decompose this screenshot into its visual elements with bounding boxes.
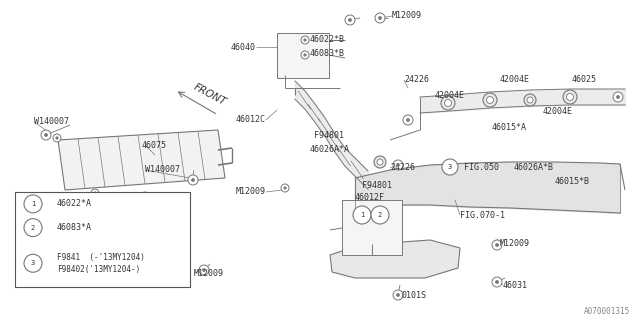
Text: 0101S: 0101S <box>402 292 427 300</box>
Text: 24226: 24226 <box>390 164 415 172</box>
Polygon shape <box>330 240 460 278</box>
Circle shape <box>397 293 399 297</box>
Text: 1: 1 <box>31 201 35 207</box>
Circle shape <box>53 134 61 142</box>
Text: 46083*A: 46083*A <box>57 223 92 232</box>
Circle shape <box>144 195 146 197</box>
Circle shape <box>375 13 385 23</box>
Text: 2: 2 <box>31 225 35 231</box>
Circle shape <box>301 51 309 59</box>
Circle shape <box>41 130 51 140</box>
Circle shape <box>56 137 58 139</box>
Circle shape <box>45 133 47 137</box>
Text: M12009: M12009 <box>392 12 422 20</box>
Circle shape <box>91 189 99 197</box>
Text: 46026A*B: 46026A*B <box>514 164 554 172</box>
Circle shape <box>374 156 386 168</box>
Circle shape <box>353 206 371 224</box>
Circle shape <box>24 219 42 236</box>
Circle shape <box>304 39 306 41</box>
Circle shape <box>345 15 355 25</box>
Text: W140007: W140007 <box>34 117 69 126</box>
Text: 46031: 46031 <box>503 281 528 290</box>
Text: FIG.050: FIG.050 <box>464 164 499 172</box>
Text: 42004E: 42004E <box>500 76 530 84</box>
Text: 46012F: 46012F <box>355 194 385 203</box>
Text: M12009: M12009 <box>236 188 266 196</box>
Text: 46022*A: 46022*A <box>57 199 92 208</box>
Text: 42004E: 42004E <box>543 108 573 116</box>
Circle shape <box>393 290 403 300</box>
Text: M12009: M12009 <box>194 268 224 277</box>
Circle shape <box>371 206 389 224</box>
Circle shape <box>495 244 499 246</box>
Bar <box>15 192 190 287</box>
Circle shape <box>527 97 533 103</box>
Circle shape <box>492 277 502 287</box>
Text: M12009: M12009 <box>500 239 530 249</box>
Circle shape <box>492 240 502 250</box>
Text: F94801: F94801 <box>314 132 344 140</box>
Text: 46025: 46025 <box>572 76 597 84</box>
Bar <box>342 200 402 255</box>
Circle shape <box>441 96 455 110</box>
Circle shape <box>406 118 410 122</box>
Bar <box>277 33 329 78</box>
Circle shape <box>616 95 620 99</box>
Circle shape <box>377 159 383 165</box>
Circle shape <box>281 184 289 192</box>
Circle shape <box>141 192 149 200</box>
Text: 46075: 46075 <box>142 140 167 149</box>
Text: 24226: 24226 <box>404 76 429 84</box>
Circle shape <box>284 187 286 189</box>
Text: 3: 3 <box>448 164 452 170</box>
Circle shape <box>349 19 351 21</box>
Text: FRONT: FRONT <box>192 82 228 108</box>
Text: 46040: 46040 <box>231 43 256 52</box>
Circle shape <box>191 179 195 181</box>
Text: 46083*B: 46083*B <box>310 50 345 59</box>
Polygon shape <box>58 130 225 190</box>
Text: 46022*B: 46022*B <box>310 36 345 44</box>
Text: 2: 2 <box>378 212 382 218</box>
Circle shape <box>403 115 413 125</box>
Circle shape <box>393 160 403 170</box>
Text: 46026A*A: 46026A*A <box>310 146 350 155</box>
Circle shape <box>301 36 309 44</box>
Circle shape <box>483 93 497 107</box>
Circle shape <box>378 17 381 20</box>
Text: 1: 1 <box>360 212 364 218</box>
Text: 42004E: 42004E <box>435 92 465 100</box>
Circle shape <box>613 92 623 102</box>
Text: W140007: W140007 <box>145 165 180 174</box>
Circle shape <box>24 195 42 213</box>
Circle shape <box>495 281 499 284</box>
Text: FIG.070-1: FIG.070-1 <box>460 211 505 220</box>
Text: F9841  (-'13MY1204): F9841 (-'13MY1204) <box>57 253 145 262</box>
Circle shape <box>24 254 42 272</box>
Text: A070001315: A070001315 <box>584 308 630 316</box>
Circle shape <box>199 265 209 275</box>
Circle shape <box>94 192 96 194</box>
Circle shape <box>486 97 493 103</box>
Text: 3: 3 <box>31 260 35 266</box>
Text: 46015*B: 46015*B <box>555 177 590 186</box>
Circle shape <box>563 90 577 104</box>
Text: 46015*A: 46015*A <box>492 123 527 132</box>
Circle shape <box>442 159 458 175</box>
Circle shape <box>397 164 399 166</box>
Text: F94801: F94801 <box>362 180 392 189</box>
Circle shape <box>445 100 451 107</box>
Text: 46012C: 46012C <box>236 116 266 124</box>
Circle shape <box>304 54 306 56</box>
Circle shape <box>202 268 205 271</box>
Text: F98402('13MY1204-): F98402('13MY1204-) <box>57 265 140 274</box>
Circle shape <box>188 175 198 185</box>
Circle shape <box>524 94 536 106</box>
Circle shape <box>566 93 573 100</box>
